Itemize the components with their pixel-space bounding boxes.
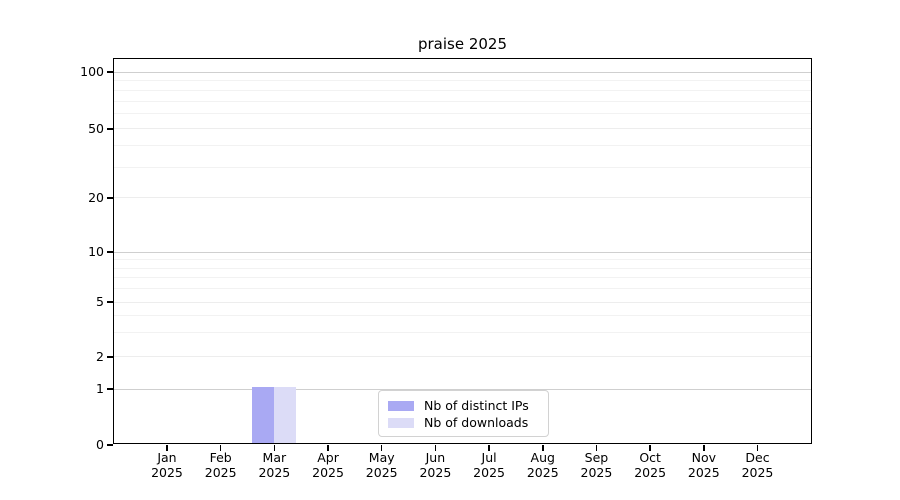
x-tick-label-feb: Feb 2025 <box>189 450 253 480</box>
y-minor-gridline-8 <box>114 267 811 269</box>
y-tick-100 <box>106 71 113 73</box>
x-tick-label-apr: Apr 2025 <box>296 450 360 480</box>
x-tick-apr <box>327 444 329 451</box>
y-tick-1 <box>106 388 113 390</box>
x-tick-label-may: May 2025 <box>350 450 414 480</box>
x-tick-month: Aug <box>530 450 555 465</box>
y-tick-label-2: 2 <box>96 348 104 364</box>
y-tick-20 <box>106 197 113 199</box>
x-tick-label-aug: Aug 2025 <box>511 450 575 480</box>
x-tick-month: Dec <box>745 450 770 465</box>
y-tick-label-0: 0 <box>96 437 104 452</box>
y-minor-gridline-9 <box>114 259 811 261</box>
x-tick-sep <box>595 444 598 451</box>
y-tick-label-50: 50 <box>88 120 104 136</box>
y-minor-gridline-80 <box>114 89 811 91</box>
x-tick-year: 2025 <box>204 465 237 480</box>
x-tick-year: 2025 <box>687 465 720 480</box>
y-tick-label-1: 1 <box>96 381 104 397</box>
x-tick-year: 2025 <box>312 465 344 480</box>
x-tick-month: Feb <box>209 450 232 465</box>
y-tick-10 <box>106 251 113 253</box>
x-tick-month: Jun <box>425 450 446 465</box>
x-tick-month: Jul <box>481 450 497 465</box>
x-tick-jul <box>488 444 490 451</box>
x-tick-year: 2025 <box>151 465 183 480</box>
y-tick-2 <box>106 356 113 358</box>
x-tick-label-dec: Dec 2025 <box>725 450 789 480</box>
y-gridline-100 <box>114 71 811 73</box>
y-minor-gridline-40 <box>114 145 811 147</box>
x-tick-year: 2025 <box>419 465 452 480</box>
x-tick-label-oct: Oct 2025 <box>618 450 682 480</box>
legend: Nb of distinct IPs Nb of downloads <box>378 390 549 437</box>
x-tick-oct <box>649 444 651 451</box>
y-gridline-50 <box>114 128 811 130</box>
y-minor-gridline-30 <box>114 166 811 168</box>
x-tick-label-sep: Sep 2025 <box>564 450 628 480</box>
legend-label-downloads: Nb of downloads <box>424 415 529 430</box>
y-minor-gridline-90 <box>114 80 811 82</box>
y-minor-gridline-70 <box>114 100 811 102</box>
plot-area: 0 1 2 5 10 20 50 100 Jan 2025 Feb 2025 Mar 2025 Apr 202… <box>80 58 812 480</box>
y-minor-gridline-3 <box>114 332 811 334</box>
x-tick-year: 2025 <box>634 465 667 480</box>
x-tick-label-jun: Jun 2025 <box>403 450 467 480</box>
x-tick-label-jan: Jan 2025 <box>135 450 199 480</box>
y-minor-gridline-60 <box>114 113 811 115</box>
x-tick-jan <box>166 444 168 451</box>
y-gridline-2 <box>114 356 811 358</box>
x-tick-jun <box>434 444 437 451</box>
x-tick-nov <box>703 444 705 451</box>
x-tick-feb <box>219 444 222 451</box>
y-minor-gridline-6 <box>114 288 811 290</box>
x-tick-month: Jan <box>157 450 177 465</box>
x-tick-month: May <box>368 450 395 465</box>
x-tick-year: 2025 <box>741 465 774 480</box>
x-tick-month: Nov <box>691 450 717 465</box>
y-tick-label-5: 5 <box>96 294 104 310</box>
x-tick-month: Apr <box>317 450 339 465</box>
bar-nb-of-distinct-ips-mar <box>252 387 275 443</box>
x-tick-year: 2025 <box>258 465 291 480</box>
x-tick-may <box>380 444 383 451</box>
y-minor-gridline-7 <box>114 277 811 279</box>
x-tick-label-jul: Jul 2025 <box>457 450 521 480</box>
y-gridline-20 <box>114 197 811 199</box>
x-tick-aug <box>542 444 544 451</box>
x-tick-month: Sep <box>584 450 609 465</box>
x-tick-mar <box>273 444 276 451</box>
y-tick-label-20: 20 <box>88 189 104 205</box>
legend-swatch-distinct-ips <box>388 400 414 411</box>
y-tick-50 <box>106 128 113 130</box>
x-tick-year: 2025 <box>526 465 559 480</box>
y-minor-gridline-4 <box>114 315 811 317</box>
x-tick-year: 2025 <box>365 465 398 480</box>
y-gridline-5 <box>114 301 811 303</box>
x-tick-year: 2025 <box>473 465 505 480</box>
y-tick-5 <box>106 301 113 303</box>
legend-item-distinct-ips: Nb of distinct IPs <box>388 398 540 413</box>
x-tick-label-mar: Mar 2025 <box>242 450 306 480</box>
bar-nb-of-downloads-mar <box>274 387 297 443</box>
y-tick-label-100: 100 <box>80 64 104 80</box>
x-tick-month: Oct <box>639 450 661 465</box>
legend-swatch-downloads <box>388 417 414 428</box>
legend-item-downloads: Nb of downloads <box>388 415 540 430</box>
y-tick-0 <box>106 444 113 446</box>
legend-label-distinct-ips: Nb of distinct IPs <box>424 398 529 413</box>
x-tick-month: Mar <box>262 450 287 465</box>
x-tick-year: 2025 <box>580 465 613 480</box>
x-tick-dec <box>756 444 759 451</box>
chart-title: praise 2025 <box>417 35 508 53</box>
x-tick-label-nov: Nov 2025 <box>672 450 736 480</box>
y-gridline-10 <box>114 251 811 253</box>
y-tick-label-10: 10 <box>88 244 104 259</box>
y-gridline-1 <box>114 388 811 390</box>
